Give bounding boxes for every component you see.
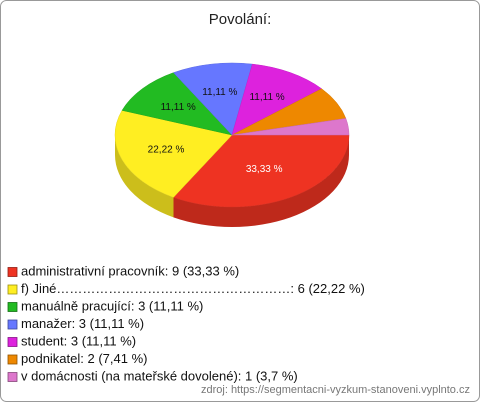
slice: [121, 72, 233, 136]
slice-label: 11,11 %: [202, 87, 237, 98]
source: zdroj: https://segmentacni-vyzkum-stanov…: [201, 384, 470, 396]
slice: [173, 134, 350, 208]
slice-label: 11,11 %: [161, 102, 196, 113]
legend-swatch: [7, 372, 18, 382]
legend-swatch: [7, 302, 18, 312]
slice-label: 22,22 %: [148, 144, 185, 155]
legend-swatch: [7, 337, 18, 347]
slice-side: [173, 135, 349, 227]
legend-swatch: [7, 267, 18, 277]
slice: [114, 110, 233, 198]
legend-swatch: [7, 284, 18, 295]
legend-label: manuálně pracující: 3 (11,11 %): [21, 298, 203, 313]
legend-swatch: [7, 319, 18, 330]
legend-swatch: [7, 354, 18, 365]
legend-label: f) Jiné………………………………………………: 6 (22,22 %): [21, 281, 365, 296]
legend-label: administrativní pracovník: 9 (33,33 %): [21, 263, 239, 278]
slice-label: 33,33 %: [246, 164, 283, 175]
legend-label: manažer: 3 (11,11 %): [21, 316, 144, 331]
slice-label: 11,11 %: [249, 92, 284, 103]
legend-label: podnikatel: 2 (7,41 %): [21, 351, 147, 366]
slice: [231, 63, 323, 136]
slice: [231, 118, 350, 136]
slice: [173, 62, 253, 136]
slice-side: [115, 135, 174, 218]
legend-label: v domácnosti (na mateřské dovolené): 1 (…: [21, 368, 298, 383]
legend-label: student: 3 (11,11 %): [21, 333, 136, 348]
chart-title: Povolání:: [209, 11, 272, 28]
